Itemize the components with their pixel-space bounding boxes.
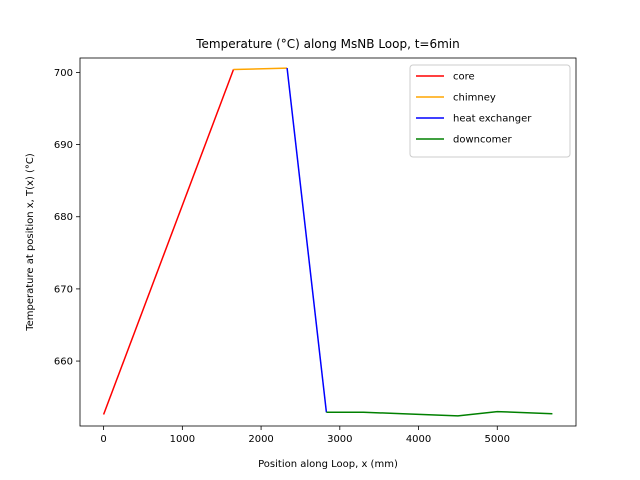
y-tick-label-0: 660 (54, 357, 73, 368)
legend-label-0: core (453, 72, 475, 83)
y-axis-label: Temperature at position x, T(x) (°C) (25, 153, 36, 332)
y-tick-label-1: 670 (54, 284, 73, 295)
x-tick-label-3: 3000 (327, 434, 352, 445)
series-line-1 (233, 67, 288, 71)
legend: core chimney heat exchanger downcomer (409, 64, 571, 158)
x-tick-label-5: 5000 (485, 434, 510, 445)
x-tick-label-1: 1000 (170, 434, 195, 445)
chart-title: Temperature (°C) along MsNB Loop, t=6min (195, 37, 460, 51)
y-axis: 660 670 680 690 700 (54, 68, 80, 368)
y-tick-label-3: 690 (54, 140, 73, 151)
y-tick-label-2: 680 (54, 212, 73, 223)
x-axis-label: Position along Loop, x (mm) (258, 459, 398, 470)
series-line-2 (286, 68, 328, 413)
legend-label-3: downcomer (453, 135, 512, 146)
y-tick-label-4: 700 (54, 68, 73, 79)
axes-frame (79, 57, 577, 427)
x-tick-label-4: 4000 (406, 434, 431, 445)
legend-box (409, 64, 571, 158)
x-tick-label-0: 0 (100, 434, 106, 445)
plot-area (102, 67, 553, 417)
legend-label-2: heat exchanger (453, 114, 532, 125)
legend-label-1: chimney (453, 93, 496, 104)
x-axis: 0 1000 2000 3000 4000 5000 (100, 426, 510, 445)
x-tick-label-2: 2000 (248, 434, 273, 445)
series-line-0 (102, 69, 235, 415)
series-line-3 (326, 410, 553, 417)
